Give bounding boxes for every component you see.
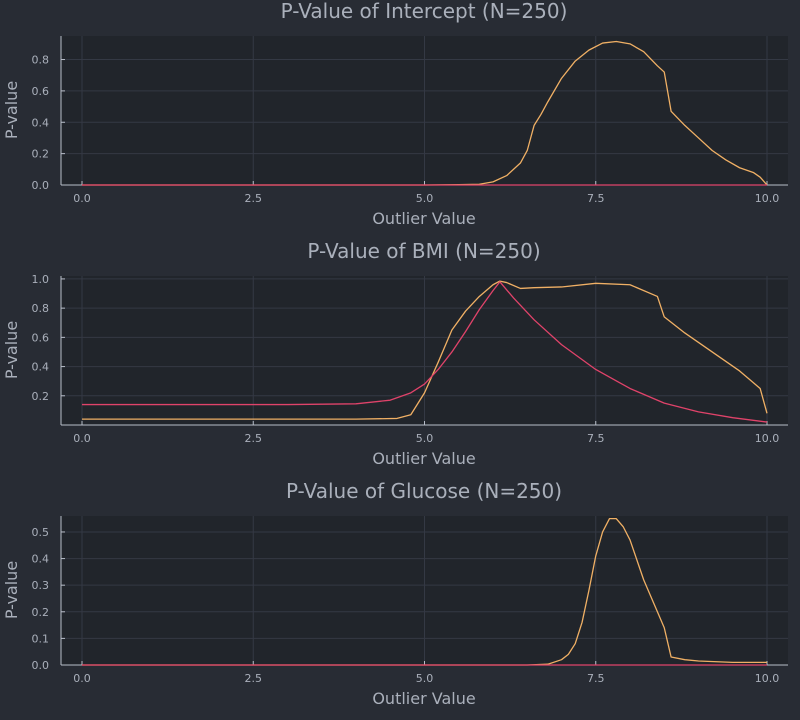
x-tick-label-1-4: 10.0 xyxy=(755,432,780,445)
x-tick-label-2-1: 2.5 xyxy=(245,672,263,685)
x-tick-label-1-1: 2.5 xyxy=(245,432,263,445)
chart-title-2: P-Value of Glucose (N=250) xyxy=(286,479,562,503)
x-axis-label-1: Outlier Value xyxy=(372,449,475,468)
x-tick-label-2-2: 5.0 xyxy=(416,672,434,685)
x-tick-label-0-1: 2.5 xyxy=(245,192,263,205)
x-tick-label-1-0: 0.0 xyxy=(73,432,91,445)
y-tick-label-1-2: 0.6 xyxy=(32,331,50,344)
x-axis-label-2: Outlier Value xyxy=(372,689,475,708)
y-tick-label-0-1: 0.2 xyxy=(32,148,50,161)
x-tick-label-0-3: 7.5 xyxy=(587,192,605,205)
x-tick-label-0-2: 5.0 xyxy=(416,192,434,205)
y-axis-label-0: P-value xyxy=(2,81,21,139)
series-line-1-1 xyxy=(82,281,768,423)
x-tick-label-1-2: 5.0 xyxy=(416,432,434,445)
y-tick-label-1-1: 0.4 xyxy=(32,361,50,374)
y-tick-label-0-3: 0.6 xyxy=(32,85,50,98)
chart-title-0: P-Value of Intercept (N=250) xyxy=(281,0,568,23)
y-tick-label-0-2: 0.4 xyxy=(32,116,50,129)
y-tick-label-0-4: 0.8 xyxy=(32,54,50,67)
y-tick-label-2-4: 0.4 xyxy=(32,553,50,566)
y-tick-label-1-3: 0.8 xyxy=(32,302,50,315)
y-tick-label-2-3: 0.3 xyxy=(32,579,50,592)
y-axis-label-2: P-value xyxy=(2,561,21,619)
series-line-2-0 xyxy=(82,518,767,666)
y-tick-label-2-1: 0.1 xyxy=(32,632,50,645)
series-line-0-0 xyxy=(82,40,768,186)
x-tick-label-2-0: 0.0 xyxy=(73,672,91,685)
x-tick-label-2-3: 7.5 xyxy=(587,672,605,685)
y-tick-label-1-0: 0.2 xyxy=(32,390,50,403)
series-line-1-0 xyxy=(82,280,768,420)
y-tick-label-0-0: 0.0 xyxy=(32,179,50,192)
x-tick-label-0-0: 0.0 xyxy=(73,192,91,205)
x-tick-label-2-4: 10.0 xyxy=(755,672,780,685)
y-tick-label-2-0: 0.0 xyxy=(32,659,50,672)
y-axis-label-1: P-value xyxy=(2,321,21,379)
x-tick-label-0-4: 10.0 xyxy=(755,192,780,205)
x-axis-label-0: Outlier Value xyxy=(372,209,475,228)
y-tick-label-2-5: 0.5 xyxy=(32,526,50,539)
chart-title-1: P-Value of BMI (N=250) xyxy=(307,239,540,263)
y-tick-label-2-2: 0.2 xyxy=(32,606,50,619)
x-tick-label-1-3: 7.5 xyxy=(587,432,605,445)
y-tick-label-1-4: 1.0 xyxy=(32,273,50,286)
